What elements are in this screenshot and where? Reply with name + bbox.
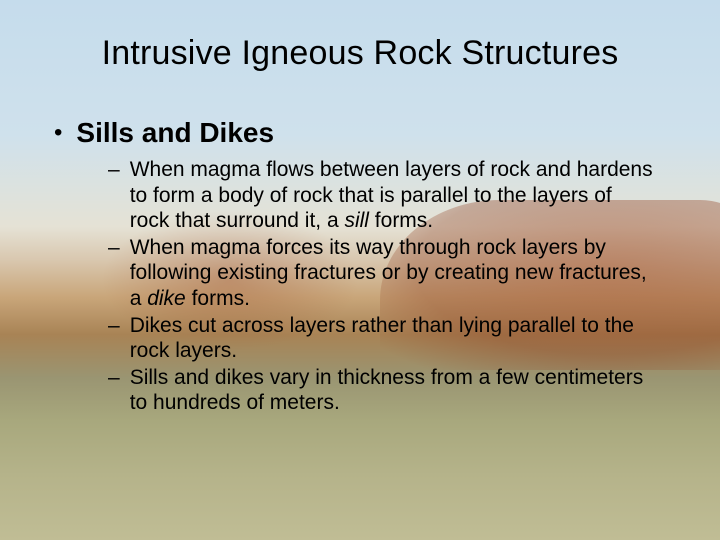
bullet-list: – When magma flows between layers of roc… [108,157,656,416]
subheading-row: • Sills and Dikes [54,117,680,149]
slide-title: Intrusive Igneous Rock Structures [40,34,680,73]
dash-icon: – [108,157,120,183]
list-item-text: When magma flows between layers of rock … [130,157,656,234]
dash-icon: – [108,235,120,261]
dash-icon: – [108,313,120,339]
list-item: – Sills and dikes vary in thickness from… [108,365,656,416]
list-item-text: Dikes cut across layers rather than lyin… [130,313,656,364]
list-item-text: When magma forces its way through rock l… [130,235,656,312]
list-item-text: Sills and dikes vary in thickness from a… [130,365,656,416]
subheading-text: Sills and Dikes [76,117,274,149]
dash-icon: – [108,365,120,391]
list-item: – When magma flows between layers of roc… [108,157,656,234]
slide-content: Intrusive Igneous Rock Structures • Sill… [0,0,720,540]
list-item: – When magma forces its way through rock… [108,235,656,312]
list-item: – Dikes cut across layers rather than ly… [108,313,656,364]
bullet-icon: • [54,121,62,145]
